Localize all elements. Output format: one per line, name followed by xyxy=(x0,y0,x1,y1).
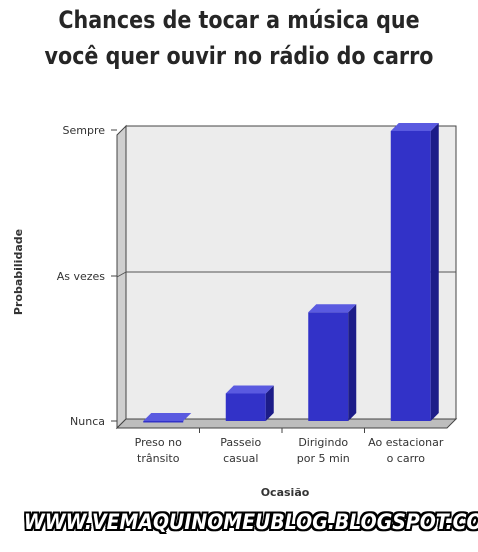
chart-title-line-2: você quer ouvir no rádio do carro xyxy=(44,42,434,70)
y-tick-label: As vezes xyxy=(57,270,106,283)
x-tick-label: Ao estacionar xyxy=(368,436,444,449)
y-axis-label: Probabilidade xyxy=(12,229,25,315)
bar-side xyxy=(265,385,274,421)
chart-title-line-1: Chances de tocar a música que xyxy=(58,6,420,34)
x-tick-label: casual xyxy=(223,452,258,465)
bar xyxy=(143,421,184,423)
y-tick-label: Nunca xyxy=(70,415,105,428)
x-axis-label: Ocasião xyxy=(261,486,310,499)
plot-side-wall xyxy=(116,124,127,430)
x-tick-label: Dirigindo xyxy=(298,436,348,449)
x-tick-label: Preso no xyxy=(135,436,182,449)
blog-watermark: WWW.VEMAQUINOMEUBLOG.BLOGSPOT.COM xyxy=(23,510,478,534)
y-tick-label: Sempre xyxy=(63,124,106,137)
bar-top xyxy=(390,123,439,131)
x-tick-label: o carro xyxy=(387,452,426,465)
bar xyxy=(308,312,349,421)
bar-top xyxy=(143,413,192,421)
bar-top xyxy=(308,304,357,313)
x-tick-label: por 5 min xyxy=(297,452,350,465)
bar xyxy=(390,131,431,421)
x-tick-label: Passeio xyxy=(220,436,261,449)
x-tick-label: trânsito xyxy=(137,452,180,465)
y-gridline-side xyxy=(116,271,127,278)
bar-top xyxy=(225,385,274,394)
bar-side xyxy=(430,123,439,421)
bar-side xyxy=(348,304,357,421)
bar xyxy=(225,393,266,421)
